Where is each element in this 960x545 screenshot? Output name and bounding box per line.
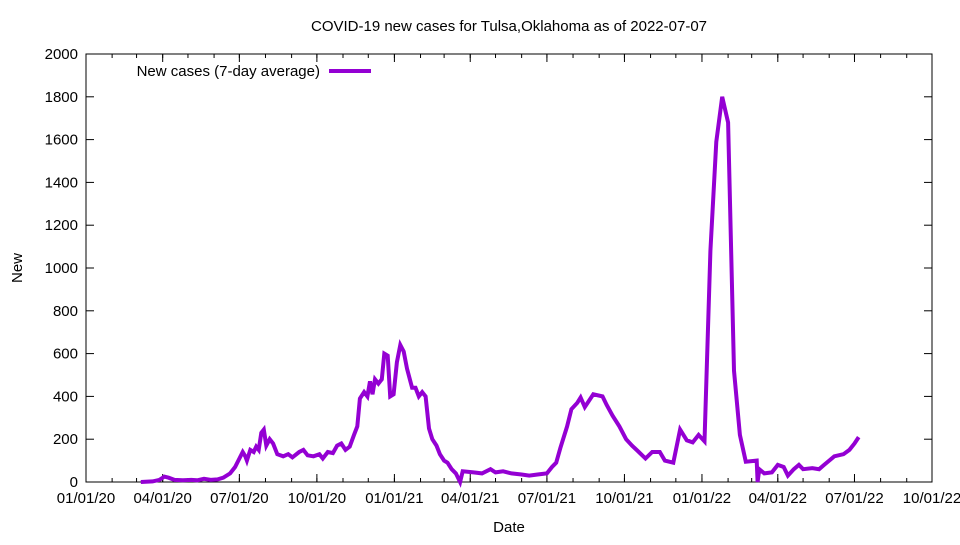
y-tick-label: 400	[53, 388, 78, 405]
y-tick-label: 800	[53, 303, 78, 320]
y-tick-label: 1000	[45, 260, 78, 277]
series-line-new-cases	[140, 96, 861, 488]
x-tick-label: 10/01/22	[903, 490, 960, 507]
y-tick-label: 1200	[45, 217, 78, 234]
x-tick-label: 01/01/22	[673, 490, 731, 507]
y-tick-label: 0	[70, 474, 78, 491]
x-tick-label: 10/01/20	[288, 490, 346, 507]
y-axis-label: New	[9, 253, 26, 283]
x-tick-label: 01/01/20	[57, 490, 115, 507]
x-tick-label: 07/01/21	[518, 490, 576, 507]
x-tick-label: 04/01/22	[749, 490, 807, 507]
y-tick-label: 2000	[45, 46, 78, 63]
y-tick-label: 1400	[45, 174, 78, 191]
y-tick-label: 600	[53, 346, 78, 363]
y-axis: 0 200 400 600 800 1000 1200 1400 1600 1800 2000	[45, 46, 932, 491]
x-tick-label: 01/01/21	[365, 490, 423, 507]
x-axis-label: Date	[493, 519, 525, 536]
legend: New cases (7-day average)	[137, 63, 371, 80]
x-axis: 01/01/20 04/01/20 07/01/20 10/01/20 01/01/21…	[57, 54, 960, 507]
x-tick-label: 07/01/20	[210, 490, 268, 507]
y-tick-label: 1800	[45, 89, 78, 106]
chart-title: COVID-19 new cases for Tulsa,Oklahoma as…	[311, 18, 707, 35]
legend-label: New cases (7-day average)	[137, 63, 320, 80]
x-tick-label: 10/01/21	[595, 490, 653, 507]
x-tick-label: 04/01/20	[133, 490, 191, 507]
y-tick-label: 1600	[45, 132, 78, 149]
x-tick-label: 07/01/22	[825, 490, 883, 507]
x-tick-label: 04/01/21	[441, 490, 499, 507]
plot-border	[85, 53, 933, 483]
y-tick-label: 200	[53, 431, 78, 448]
